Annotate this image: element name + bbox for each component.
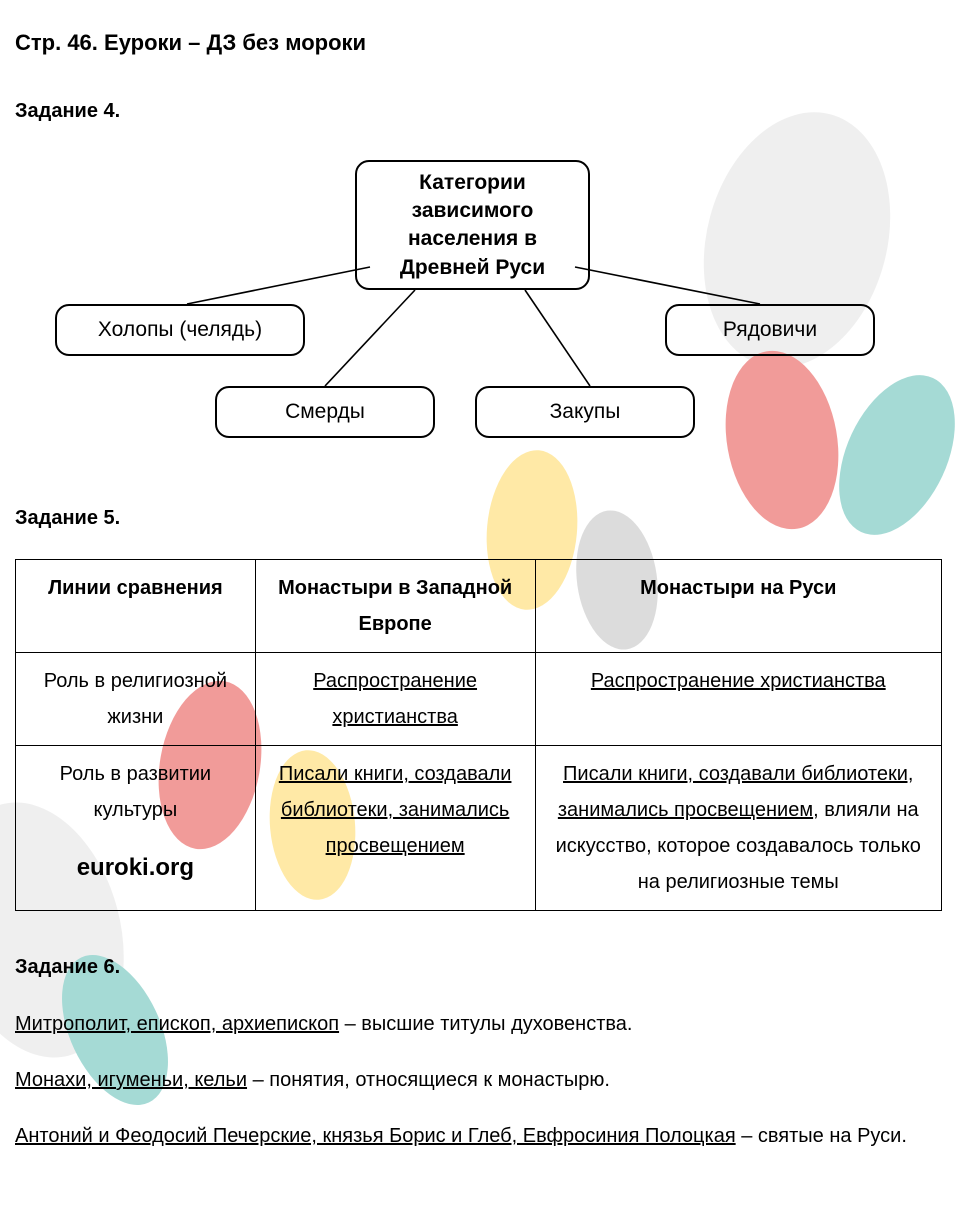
watermark-text: euroki.org — [26, 828, 245, 889]
diagram-node-ryadovichi: Рядовичи — [665, 304, 875, 356]
task6-underlined: Митрополит, епископ, архиепископ — [15, 1013, 339, 1035]
cell-r0c2: Распространение христианства — [535, 653, 941, 746]
table-row: Роль в религиозной жизни Распространение… — [16, 653, 942, 746]
task5-heading: Задание 5. — [15, 502, 942, 534]
cell-r1c2: Писали книги, создавали библиотеки, зани… — [535, 746, 941, 911]
task4-diagram: Категории зависимого населения в Древней… — [15, 152, 935, 472]
cell-text-underlined: Писали книги, создавали библиотеки, зани… — [279, 763, 512, 857]
cell-r0c0: Роль в религиозной жизни — [16, 653, 256, 746]
task4-heading: Задание 4. — [15, 95, 942, 127]
task6-rest: – высшие титулы духовенства. — [339, 1013, 632, 1035]
task6-item: Монахи, игуменьи, кельи – понятия, относ… — [15, 1064, 942, 1096]
edge — [525, 290, 590, 386]
task6-underlined: Антоний и Феодосий Печерские, князья Бор… — [15, 1125, 736, 1147]
task6-underlined: Монахи, игуменьи, кельи — [15, 1069, 247, 1091]
task6-rest: – святые на Руси. — [736, 1125, 907, 1147]
task6-heading: Задание 6. — [15, 951, 942, 983]
cell-r0c1: Распространение христианства — [255, 653, 535, 746]
task6-item: Митрополит, епископ, архиепископ – высши… — [15, 1008, 942, 1040]
page-title: Стр. 46. Еуроки – ДЗ без мороки — [15, 25, 942, 60]
table-row: Роль в развитии культуры euroki.org Писа… — [16, 746, 942, 911]
th-col2: Монастыри на Руси — [535, 560, 941, 653]
task6-item: Антоний и Феодосий Печерские, князья Бор… — [15, 1120, 942, 1152]
edge — [187, 267, 370, 304]
cell-text: Роль в развитии культуры — [26, 756, 245, 828]
th-col1: Монастыри в Западной Европе — [255, 560, 535, 653]
cell-r1c0: Роль в развитии культуры euroki.org — [16, 746, 256, 911]
cell-text-underlined: Распространение христианства — [591, 670, 886, 692]
diagram-node-zakupy: Закупы — [475, 386, 695, 438]
table-header-row: Линии сравнения Монастыри в Западной Евр… — [16, 560, 942, 653]
th-col0: Линии сравнения — [16, 560, 256, 653]
diagram-node-smerdy: Смерды — [215, 386, 435, 438]
edge — [575, 267, 760, 304]
diagram-node-kholopy: Холопы (челядь) — [55, 304, 305, 356]
task6-content: Митрополит, епископ, архиепископ – высши… — [15, 1008, 942, 1152]
diagram-root-node: Категории зависимого населения в Древней… — [355, 160, 590, 290]
task5-table: Линии сравнения Монастыри в Западной Евр… — [15, 559, 942, 911]
cell-r1c1: Писали книги, создавали библиотеки, зани… — [255, 746, 535, 911]
cell-text-underlined: Распространение христианства — [313, 670, 477, 728]
edge — [325, 290, 415, 386]
task6-rest: – понятия, относящиеся к монастырю. — [247, 1069, 610, 1091]
